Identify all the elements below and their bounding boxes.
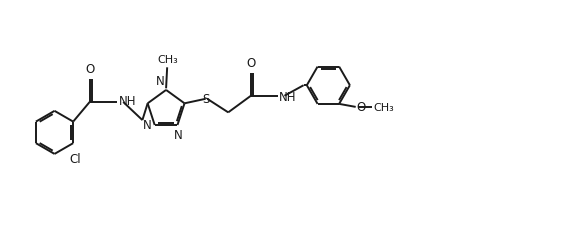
- Text: S: S: [202, 92, 210, 105]
- Text: N: N: [174, 128, 182, 141]
- Text: O: O: [85, 63, 94, 76]
- Text: CH₃: CH₃: [158, 55, 178, 65]
- Text: N: N: [156, 75, 165, 88]
- Text: Cl: Cl: [70, 152, 81, 165]
- Text: NH: NH: [119, 95, 137, 108]
- Text: N: N: [143, 119, 152, 132]
- Text: O: O: [356, 101, 366, 114]
- Text: O: O: [246, 57, 256, 69]
- Text: NH: NH: [279, 91, 296, 104]
- Text: CH₃: CH₃: [374, 102, 394, 112]
